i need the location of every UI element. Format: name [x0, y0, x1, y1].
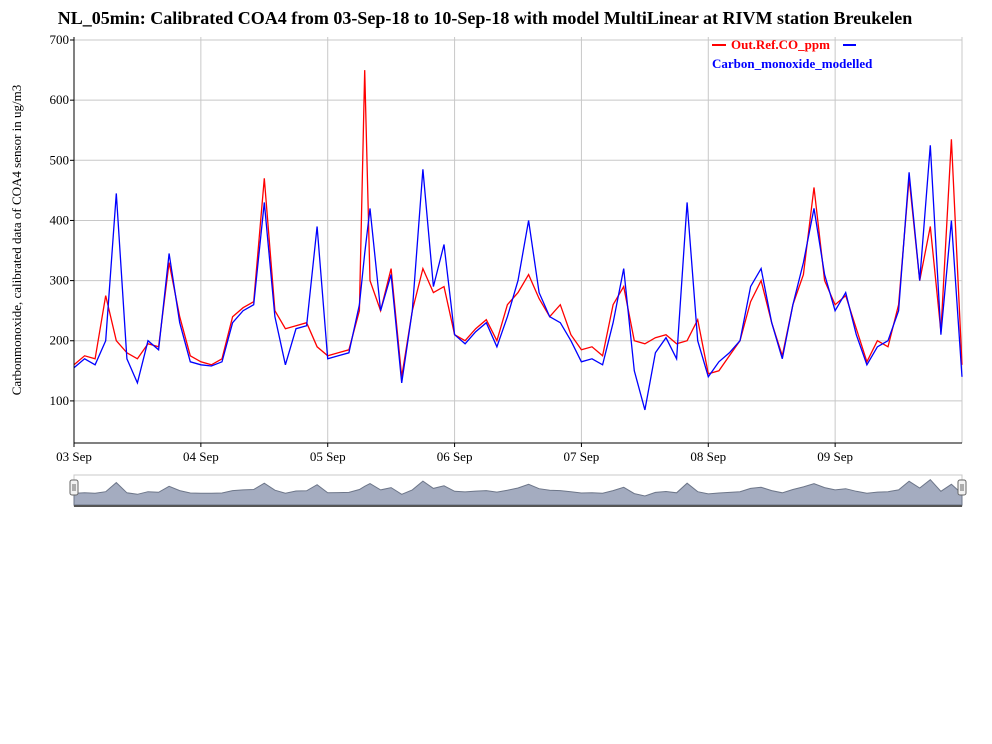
x-tick-label: 03 Sep	[56, 449, 92, 464]
y-tick-label: 300	[50, 273, 70, 288]
x-tick-label: 04 Sep	[183, 449, 219, 464]
x-tick-label: 06 Sep	[437, 449, 473, 464]
x-tick-label: 08 Sep	[690, 449, 726, 464]
legend-label-ref: Out.Ref.CO_ppm	[731, 37, 830, 52]
grid-layer	[73, 37, 963, 443]
y-tick-label: 400	[50, 212, 70, 227]
x-tick-label: 07 Sep	[564, 449, 600, 464]
x-tick-label: 05 Sep	[310, 449, 346, 464]
x-tick-labels: 03 Sep 04 Sep 05 Sep 06 Sep 07 Sep 08 Sep 09 S…	[56, 443, 853, 464]
y-axis-label: Carbonmonoxide, calibrated data of COA4 …	[9, 85, 24, 396]
y-tick-label: 100	[50, 393, 70, 408]
legend-label-model: Carbon_monoxide_modelled	[712, 56, 873, 71]
y-tick-labels: 100 200 300 400 500 600 700	[50, 32, 74, 408]
navigator-right-handle[interactable]	[957, 479, 967, 496]
series-line-0	[73, 70, 963, 377]
navigator-left-handle[interactable]	[69, 479, 79, 496]
y-tick-label: 600	[50, 92, 70, 107]
y-tick-label: 200	[50, 333, 70, 348]
chart-title: NL_05min: Calibrated COA4 from 03-Sep-18…	[57, 8, 913, 28]
legend: Out.Ref.CO_ppm Carbon_monoxide_modelled	[712, 37, 873, 71]
series-line-1	[73, 145, 963, 411]
navigator-area	[73, 479, 963, 506]
y-tick-label: 700	[50, 32, 70, 47]
navigator[interactable]	[69, 474, 967, 507]
x-tick-label: 09 Sep	[817, 449, 853, 464]
series-layer	[73, 70, 963, 411]
axis-layer	[73, 37, 962, 444]
y-tick-label: 500	[50, 152, 70, 167]
